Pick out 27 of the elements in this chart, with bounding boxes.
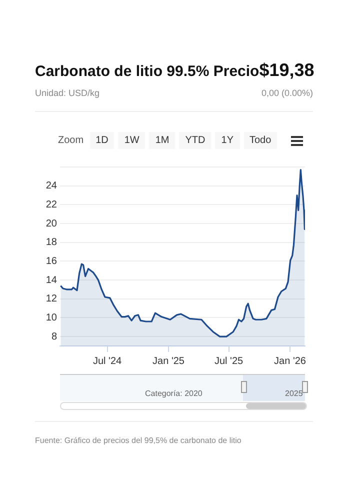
text: Categoría: 2020 xyxy=(145,389,202,398)
x-tick-label: Jan '26 xyxy=(274,356,306,367)
text: 1Y xyxy=(215,132,240,149)
y-tick-label: 10 xyxy=(46,312,58,324)
text: Zoom xyxy=(58,135,84,146)
y-tick-label: 22 xyxy=(46,199,58,210)
y-tick-label: 8 xyxy=(51,331,58,342)
text: Todo xyxy=(244,132,278,149)
text: $19,38 xyxy=(259,60,314,81)
text: 1W xyxy=(118,132,146,149)
y-tick-label: 14 xyxy=(46,274,58,286)
y-tick-label: 20 xyxy=(46,218,58,230)
x-tick-label: Jul '25 xyxy=(214,356,244,367)
x-tick-label: Jul '24 xyxy=(92,356,122,367)
chart-title: Carbonato de litio 99.5% Precio xyxy=(35,63,260,80)
chart-subtitle: Unidad: USD/kg xyxy=(35,88,100,98)
text: YTD xyxy=(179,132,212,149)
y-tick-label: 12 xyxy=(46,294,58,305)
text: 2025 xyxy=(285,389,303,398)
text: 0,00 (0.00%) xyxy=(261,88,313,98)
y-tick-label: 16 xyxy=(46,256,58,267)
y-tick-label: 24 xyxy=(46,180,58,192)
text: 1M xyxy=(149,132,176,149)
y-tick-label: 18 xyxy=(46,237,58,248)
text: 1D xyxy=(90,132,114,149)
source-note: Fuente: Gráfico de precios del 99,5% de carbonato de litio xyxy=(35,435,242,447)
x-tick-label: Jan '25 xyxy=(152,356,185,367)
